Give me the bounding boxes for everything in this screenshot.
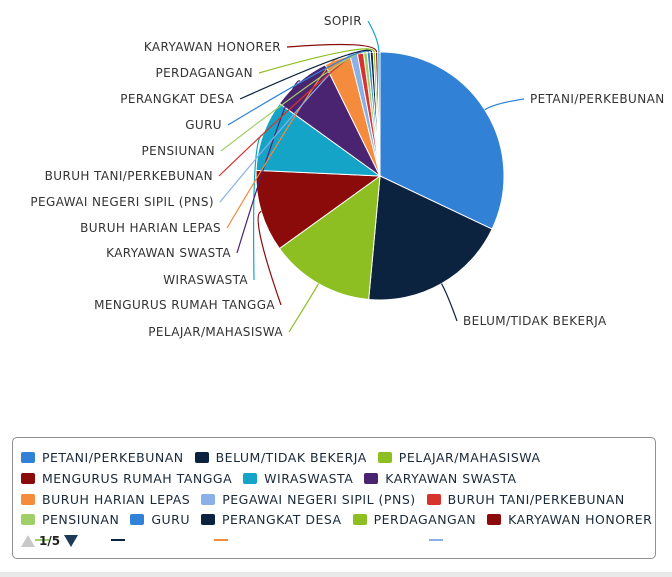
leader-line: [236, 80, 301, 254]
leader-line: [258, 48, 375, 74]
legend-swatch: [201, 493, 216, 505]
bottom-scroll-area: [0, 572, 672, 577]
legend-item[interactable]: KARYAWAN HONORER: [487, 512, 652, 527]
legend-label: GURU: [151, 511, 190, 527]
pie-slice-belum-tidak-bekerja[interactable]: [368, 175, 493, 301]
legend-swatch: [194, 451, 209, 463]
legend-item[interactable]: KARYAWAN SWASTA: [364, 471, 516, 486]
label-perangkat-desa: PERANGKAT DESA: [120, 92, 234, 106]
legend-partial-row: [21, 528, 641, 541]
legend-item[interactable]: BURUH TANI/PERKEBUNAN: [426, 491, 625, 507]
legend-label: MENGURUS RUMAH TANGGA: [42, 470, 233, 486]
legend-label: PELAJAR/MAHASISWA: [398, 449, 541, 465]
leader-line: [367, 20, 380, 53]
legend-item[interactable]: PEGAWAI NEGERI SIPIL (PNS): [201, 492, 415, 507]
label-wiraswasta: WIRASWASTA: [163, 273, 248, 287]
legend-row: PETANI/PERKEBUNAN BELUM/TIDAK BEKERJA PELA…: [21, 447, 552, 467]
pie-slice-petani-perkebunan[interactable]: [379, 51, 505, 230]
pager-page-indicator: 1/5: [39, 534, 61, 548]
legend-label: PENSIUNAN: [42, 511, 120, 527]
legend-item[interactable]: BURUH HARIAN LEPAS: [21, 492, 190, 507]
label-buruh-harian-lepas: BURUH HARIAN LEPAS: [80, 221, 221, 235]
legend-swatch: [364, 472, 379, 484]
legend-item[interactable]: GURU: [130, 512, 190, 527]
label-pelajar-mahasiswa: PELAJAR/MAHASISWA: [148, 325, 283, 339]
legend-label: BELUM/TIDAK BEKERJA: [215, 449, 367, 465]
legend-pager: 1/5: [21, 534, 79, 548]
legend-swatch: [21, 493, 35, 505]
pie-slice-pelajar-mahasiswa[interactable]: [278, 174, 381, 301]
legend-swatch: [21, 472, 35, 484]
leader-line: [239, 49, 373, 100]
legend-swatch: [426, 493, 441, 505]
label-petani-perkebunan: PETANI/PERKEBUNAN: [530, 92, 665, 106]
label-guru: GURU: [185, 118, 222, 132]
legend-row: MENGURUS RUMAH TANGGA WIRASWASTA KARYAWAN …: [21, 468, 528, 488]
legend-label: BURUH HARIAN LEPAS: [42, 491, 191, 507]
legend-label: PERDAGANGAN: [373, 511, 477, 527]
legend-label: PERANGKAT DESA: [221, 511, 342, 527]
leader-line: [484, 98, 525, 111]
legend-label: WIRASWASTA: [264, 470, 354, 486]
label-sopir: SOPIR: [324, 14, 362, 28]
label-pensiunan: PENSIUNAN: [142, 144, 216, 158]
legend-item[interactable]: PERDAGANGAN: [352, 511, 477, 527]
legend-label: PETANI/PERKEBUNAN: [42, 449, 184, 465]
leader-line: [227, 50, 370, 126]
pie-slice-mengurus-rumah-tangga[interactable]: [255, 169, 382, 250]
legend-item[interactable]: PELAJAR/MAHASISWA: [377, 449, 541, 465]
legend-row: BURUH HARIAN LEPAS PEGAWAI NEGERI SIPIL (…: [21, 489, 636, 509]
label-pns: PEGAWAI NEGERI SIPIL (PNS): [30, 195, 214, 209]
legend-label: PEGAWAI NEGERI SIPIL (PNS): [222, 491, 416, 507]
label-buruh-tani: BURUH TANI/PERKEBUNAN: [45, 169, 213, 183]
legend-swatch: [21, 451, 35, 463]
legend-item[interactable]: PETANI/PERKEBUNAN: [21, 450, 184, 465]
leader-line: [288, 283, 320, 333]
label-mengurus-rumah-tangga: MENGURUS RUMAH TANGGA: [94, 298, 275, 312]
leader-line: [219, 53, 355, 203]
legend-swatch: [243, 472, 258, 484]
pager-up-arrow-icon[interactable]: [21, 535, 35, 547]
legend-swatch: [377, 451, 392, 463]
label-perdagangan: PERDAGANGAN: [155, 66, 253, 80]
legend-row: PENSIUNAN GURU PERANGKAT DESA PERDAGANGAN KA…: [21, 509, 655, 529]
leader-line: [286, 43, 378, 53]
legend-swatch: [352, 513, 367, 525]
leader-line: [440, 283, 458, 322]
legend-label: BURUH TANI/PERKEBUNAN: [447, 491, 625, 507]
legend-item[interactable]: PENSIUNAN: [21, 512, 119, 527]
legend-item[interactable]: MENGURUS RUMAH TANGGA: [21, 471, 232, 486]
label-belum-tidak-bekerja: BELUM/TIDAK BEKERJA: [463, 314, 607, 328]
legend-swatch: [21, 513, 35, 525]
legend-swatch: [200, 513, 215, 525]
label-karyawan-honorer: KARYAWAN HONORER: [144, 40, 281, 54]
legend: PETANI/PERKEBUNAN BELUM/TIDAK BEKERJA PELA…: [12, 437, 656, 559]
legend-label: KARYAWAN SWASTA: [385, 470, 517, 486]
slice-labels: PETANI/PERKEBUNAN BELUM/TIDAK BEKERJA PE…: [30, 14, 664, 339]
pager-down-arrow-icon[interactable]: [64, 535, 79, 547]
legend-label: KARYAWAN HONORER: [508, 511, 653, 527]
legend-swatch: [487, 513, 502, 525]
legend-item[interactable]: WIRASWASTA: [243, 471, 353, 486]
pie-chart: PETANI/PERKEBUNAN BELUM/TIDAK BEKERJA PE…: [30, 14, 664, 339]
label-leader-lines: [218, 20, 525, 333]
legend-item[interactable]: PERANGKAT DESA: [200, 511, 342, 527]
legend-swatch: [130, 513, 145, 525]
leader-line: [257, 210, 282, 306]
pie-slice-sopir[interactable]: [377, 51, 381, 177]
label-karyawan-swasta: KARYAWAN SWASTA: [106, 246, 231, 260]
legend-item[interactable]: BELUM/TIDAK BEKERJA: [194, 449, 367, 465]
